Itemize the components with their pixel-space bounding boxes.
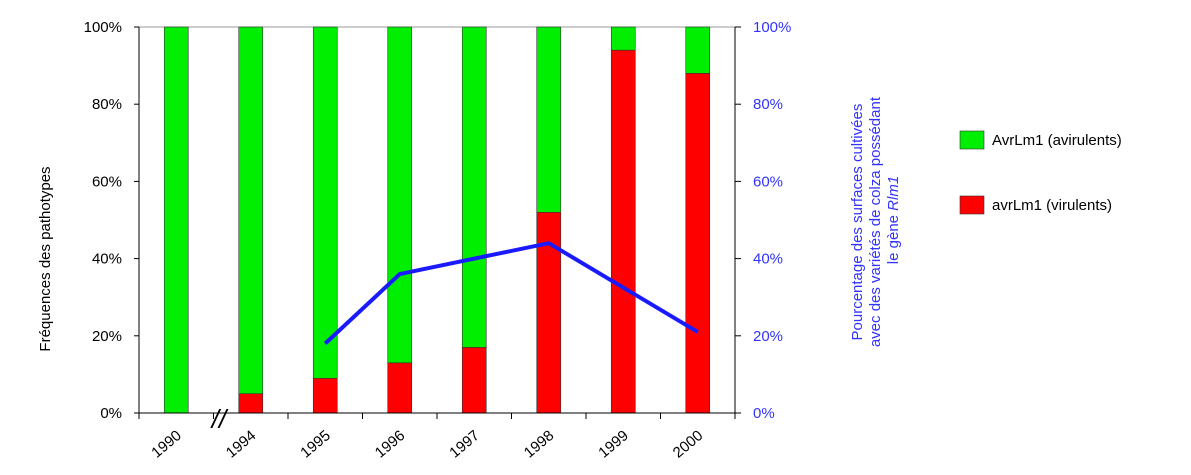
left-axis: 0% 20% 40% 60% 80% 100%: [84, 19, 140, 422]
legend-swatch-virulent: [959, 195, 985, 215]
bar-virulent-1996: [387, 362, 413, 414]
bar-virulent-1994: [238, 393, 264, 414]
legend-label-virulent: avrLm1 (virulents): [992, 197, 1112, 214]
left-axis-tick-label-2: 40%: [92, 251, 122, 268]
left-axis-tick-label-0: 0%: [100, 405, 122, 422]
x-axis-label-1990: 1990: [148, 427, 184, 461]
x-axis-label-1995: 1995: [297, 427, 333, 461]
right-axis-tick-label-0: 0%: [753, 405, 775, 422]
x-axis: 1990 1994 1995 1996 1997 1998 1999 2000: [138, 412, 736, 462]
bar-avirulent-1996: [387, 26, 413, 364]
x-axis-label-1999: 1999: [595, 427, 631, 461]
plot-frame: [138, 26, 736, 414]
bar-virulent-1999: [610, 49, 636, 414]
bar-avirulent-1990: [163, 26, 189, 414]
right-axis-tick-label-1: 20%: [753, 328, 783, 345]
bar-avirulent-1995: [312, 26, 338, 379]
legend-label-avirulent: AvrLm1 (avirulents): [992, 132, 1122, 149]
y-axis-title: Fréquences des pathotypes: [37, 166, 54, 351]
line-series: [323, 241, 699, 345]
bar-avirulent-1994: [238, 26, 264, 395]
legend-swatch-avirulent: [959, 130, 985, 150]
legend: AvrLm1 (avirulents) avrLm1 (virulents): [959, 130, 1122, 215]
x-axis-label-2000: 2000: [670, 427, 706, 461]
bar-avirulent-2000: [685, 26, 711, 74]
bar-avirulent-1999: [610, 26, 636, 51]
y2-axis-title-line-3: le gène Rlm1: [885, 176, 902, 264]
left-axis-tick-label-4: 80%: [92, 96, 122, 113]
bar-avirulent-1997: [461, 26, 487, 348]
right-axis-tick-label-3: 60%: [753, 173, 783, 190]
right-axis-tick-label-4: 80%: [753, 96, 783, 113]
x-axis-label-1997: 1997: [446, 427, 482, 461]
bar-virulent-1995: [312, 377, 338, 414]
bar-virulent-2000: [685, 73, 711, 414]
left-axis-tick-label-1: 20%: [92, 328, 122, 345]
y2-axis-title-line-1: Pourcentage des surfaces cultivées: [849, 104, 866, 341]
bar-virulent-1997: [461, 347, 487, 414]
bars: [163, 26, 711, 414]
x-axis-label-1998: 1998: [521, 427, 557, 461]
plot-area: 0% 20% 40% 60% 80% 100% 0% 20% 40% 60% 80% 100% 19…: [84, 19, 792, 462]
bar-avirulent-1998: [536, 26, 562, 213]
y2-axis-title: Pourcentage des surfaces cultivées avec …: [849, 93, 902, 347]
x-axis-label-1994: 1994: [223, 427, 259, 461]
left-axis-tick-label-3: 60%: [92, 173, 122, 190]
y2-axis-title-gene: Rlm1: [885, 176, 902, 211]
right-axis-tick-label-2: 40%: [753, 251, 783, 268]
x-axis-label-1996: 1996: [372, 427, 408, 461]
right-axis: 0% 20% 40% 60% 80% 100%: [734, 19, 791, 422]
left-axis-tick-label-5: 100%: [84, 19, 122, 36]
right-axis-tick-label-5: 100%: [753, 19, 791, 36]
axis-break-marker: //: [210, 404, 229, 434]
y2-axis-title-gene-prefix: le gène: [885, 211, 902, 264]
y2-axis-title-line-2: avec des variétés de colza possédant: [867, 96, 884, 347]
